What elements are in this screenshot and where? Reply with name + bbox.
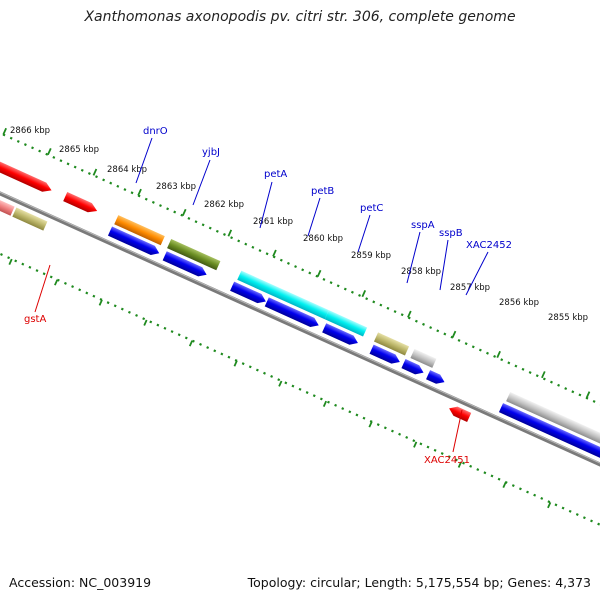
gene-label-XAC2452: XAC2452 — [466, 240, 512, 251]
scale-label-2863: 2863 kbp — [156, 182, 196, 192]
scale-label-2855: 2855 kbp — [548, 313, 588, 323]
scale-label-2859: 2859 kbp — [351, 251, 391, 261]
inner-scale-dots — [0, 118, 600, 573]
gene-feature-sspB[interactable] — [410, 348, 437, 368]
cds-arrow-yjbJ[interactable] — [162, 251, 209, 279]
cds-arrow-sspA[interactable] — [369, 344, 402, 367]
label-leaders — [34, 137, 489, 453]
cds-arrow-petA[interactable] — [230, 281, 268, 306]
cds-arrow-right[interactable] — [498, 403, 600, 484]
scale-labels: 2866 kbp 2865 kbp 2864 kbp 2863 kbp 2862… — [10, 126, 588, 323]
scale-label-2861: 2861 kbp — [253, 217, 293, 227]
accession-text: Accession: NC_003919 — [9, 575, 152, 590]
gene-label-yjbJ: yjbJ — [202, 147, 220, 158]
map-title: Xanthomonas axonopodis pv. citri str. 30… — [84, 9, 516, 25]
gene-label-sspB: sspB — [439, 228, 463, 239]
gene-feature-petB[interactable] — [324, 310, 368, 337]
gene-feature-dnrO[interactable] — [114, 215, 165, 246]
scale-label-2866: 2866 kbp — [10, 126, 50, 136]
gene-feature-red-left[interactable] — [0, 133, 54, 195]
gene-feature-yjbJ[interactable] — [167, 238, 221, 271]
gene-label-petA: petA — [264, 169, 287, 180]
cds-arrow-sspB[interactable] — [401, 359, 425, 377]
cds-arrow-petC[interactable] — [322, 323, 360, 347]
gene-label-XAC2451: XAC2451 — [424, 455, 470, 466]
genome-summary-text: Topology: circular; Length: 5,175,554 bp… — [247, 575, 591, 590]
gene-labels: dnrO yjbJ petA petB petC sspA sspB XAC24… — [24, 126, 512, 466]
gene-feature-sspA[interactable] — [373, 332, 410, 356]
inner-scale-ticks — [8, 258, 552, 509]
genome-backbone-highlight — [0, 67, 600, 522]
scale-label-2862: 2862 kbp — [204, 200, 244, 210]
scale-label-2856: 2856 kbp — [499, 298, 539, 308]
gene-label-petB: petB — [311, 186, 334, 197]
cds-arrow-dnrO[interactable] — [107, 226, 161, 258]
cds-arrow-XAC2451[interactable] — [447, 404, 472, 422]
gene-label-sspA: sspA — [411, 220, 435, 231]
gene-feature-grey-right[interactable] — [506, 392, 600, 472]
scale-label-2860: 2860 kbp — [303, 234, 343, 244]
gene-label-gstA: gstA — [24, 314, 46, 325]
gene-label-dnrO: dnrO — [143, 126, 168, 137]
gene-feature-petA[interactable] — [237, 270, 329, 320]
scale-label-2865: 2865 kbp — [59, 145, 99, 155]
gene-feature-gstA-khaki[interactable] — [12, 207, 48, 231]
gene-feature-red-small[interactable] — [63, 192, 99, 216]
scale-label-2858: 2858 kbp — [401, 267, 441, 277]
cds-arrow-XAC2452[interactable] — [426, 370, 447, 387]
outer-scale-ticks — [2, 127, 591, 399]
gene-label-petC: petC — [360, 203, 383, 214]
scale-label-2864: 2864 kbp — [107, 165, 147, 175]
genome-backbone — [0, 67, 600, 524]
cds-arrow-petB[interactable] — [264, 297, 321, 330]
